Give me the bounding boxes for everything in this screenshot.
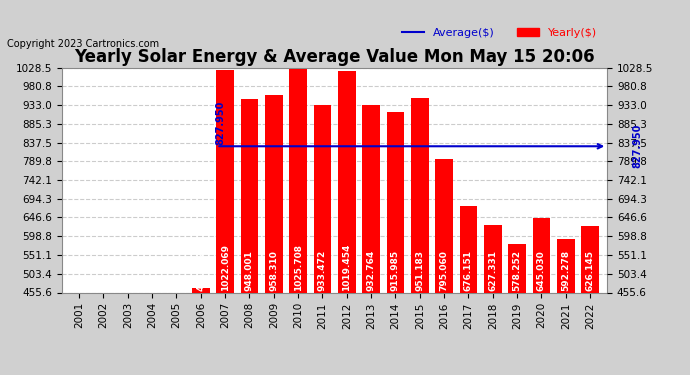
Text: 592.278: 592.278 bbox=[562, 249, 571, 291]
Bar bbox=[289, 69, 307, 292]
Bar bbox=[460, 206, 477, 292]
Bar bbox=[241, 99, 258, 292]
Text: 933.472: 933.472 bbox=[318, 249, 327, 291]
Text: 676.151: 676.151 bbox=[464, 249, 473, 291]
Legend: Average($), Yearly($): Average($), Yearly($) bbox=[397, 24, 602, 42]
Bar bbox=[217, 70, 234, 292]
Bar bbox=[362, 105, 380, 292]
Bar bbox=[484, 225, 502, 292]
Title: Yearly Solar Energy & Average Value Mon May 15 20:06: Yearly Solar Energy & Average Value Mon … bbox=[75, 48, 595, 66]
Text: 827.950: 827.950 bbox=[632, 124, 642, 168]
Text: Copyright 2023 Cartronics.com: Copyright 2023 Cartronics.com bbox=[7, 39, 159, 50]
Text: 645.030: 645.030 bbox=[537, 250, 546, 291]
Text: 466.802: 466.802 bbox=[197, 250, 206, 291]
Bar bbox=[509, 244, 526, 292]
Bar bbox=[557, 239, 575, 292]
Text: 915.985: 915.985 bbox=[391, 249, 400, 291]
Text: 1022.069: 1022.069 bbox=[221, 243, 230, 291]
Bar bbox=[192, 288, 210, 292]
Bar bbox=[582, 225, 599, 292]
Text: 827.950: 827.950 bbox=[216, 101, 226, 145]
Text: 578.252: 578.252 bbox=[513, 249, 522, 291]
Bar bbox=[435, 159, 453, 292]
Bar bbox=[314, 105, 331, 292]
Text: 948.001: 948.001 bbox=[245, 250, 254, 291]
Text: 626.145: 626.145 bbox=[586, 249, 595, 291]
Text: 795.060: 795.060 bbox=[440, 250, 449, 291]
Bar bbox=[338, 71, 355, 292]
Text: 951.183: 951.183 bbox=[415, 249, 424, 291]
Bar bbox=[265, 95, 283, 292]
Bar bbox=[411, 98, 428, 292]
Bar bbox=[533, 218, 550, 292]
Text: 932.764: 932.764 bbox=[366, 249, 375, 291]
Text: 958.310: 958.310 bbox=[269, 250, 278, 291]
Text: 627.331: 627.331 bbox=[489, 249, 497, 291]
Bar bbox=[386, 112, 404, 292]
Text: 1025.708: 1025.708 bbox=[294, 243, 303, 291]
Text: 1019.454: 1019.454 bbox=[342, 243, 351, 291]
